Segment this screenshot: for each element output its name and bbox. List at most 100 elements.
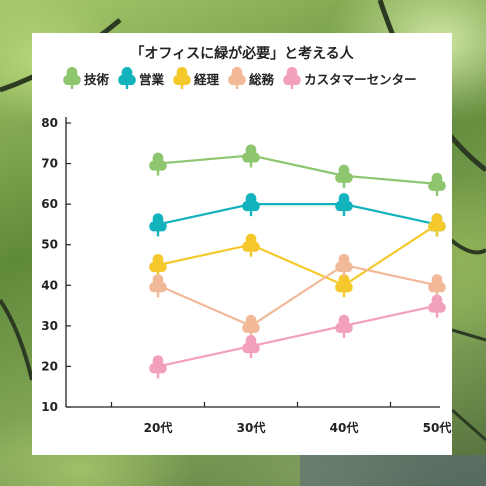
legend-label: 総務 — [249, 71, 275, 87]
series-line-2 — [157, 203, 438, 226]
data-point-tree-icon — [428, 274, 446, 298]
line-chart: 10 20 30 40 50 60 70 80 20代 30代 40代 50代 — [41, 116, 452, 435]
tree-icon — [63, 67, 81, 89]
y-tick-label: 30 — [41, 319, 58, 333]
data-point-tree-icon — [428, 172, 446, 196]
y-tick-label: 70 — [41, 157, 58, 171]
data-point-tree-icon — [149, 355, 167, 379]
legend-item-4: 総務 — [227, 67, 274, 89]
tree-crown — [118, 67, 136, 85]
tree-trunk — [156, 167, 160, 176]
legend-item-1: 技術 — [62, 67, 109, 89]
legend-label: カスタマーセンター — [304, 71, 417, 87]
data-point-tree-icon — [335, 254, 353, 277]
legend-item-5: カスタマーセンター — [282, 67, 417, 89]
tree-icon — [283, 67, 301, 89]
x-tick-label: 20代 — [144, 420, 173, 435]
series-line-4 — [157, 263, 438, 328]
tree-trunk — [249, 350, 253, 359]
legend-tree-icon — [118, 67, 136, 89]
tree-trunk — [342, 289, 346, 298]
series-line-5 — [157, 304, 438, 368]
data-point-tree-icon — [242, 193, 260, 217]
y-tick-label: 10 — [41, 400, 58, 414]
y-tick-label: 40 — [41, 278, 58, 292]
tree-crown — [242, 314, 260, 333]
tree-trunk — [156, 289, 160, 298]
data-point-tree-icon — [149, 254, 167, 277]
tree-trunk — [125, 82, 129, 89]
data-point-tree-icon — [335, 164, 353, 188]
series-line-3 — [157, 223, 438, 287]
x-tick-label: 50代 — [423, 420, 452, 435]
legend-tree-icon — [63, 67, 81, 89]
tree-crown — [63, 67, 81, 85]
x-tick-label: 30代 — [237, 420, 266, 435]
tree-trunk — [235, 82, 239, 89]
tree-trunk — [435, 289, 439, 298]
tree-trunk — [180, 82, 184, 89]
tree-trunk — [156, 370, 160, 379]
data-point-tree-icon — [335, 274, 353, 298]
data-point-tree-icon — [149, 152, 167, 176]
tree-crown — [428, 172, 446, 191]
tree-icon — [118, 67, 136, 89]
tree-crown — [149, 355, 167, 374]
tree-crown — [335, 314, 353, 333]
chart-title: 「オフィスに緑が必要」と考える人 — [130, 46, 354, 62]
tree-crown — [242, 233, 260, 252]
tree-crown — [428, 213, 446, 232]
tree-crown — [335, 254, 353, 272]
data-point-tree-icon — [335, 314, 353, 338]
data-point-tree-icon — [242, 314, 260, 338]
tree-crown — [335, 274, 353, 293]
tree-crown — [173, 67, 191, 85]
tree-trunk — [435, 187, 439, 196]
tree-crown — [228, 67, 246, 85]
tree-crown — [335, 193, 353, 212]
tree-trunk — [435, 228, 439, 237]
y-tick-label: 20 — [41, 359, 58, 373]
tree-icon — [228, 67, 246, 89]
tree-trunk — [249, 248, 253, 257]
tree-crown — [242, 193, 260, 212]
tree-trunk — [156, 269, 160, 277]
legend-item-3: 経理 — [172, 67, 219, 89]
tree-trunk — [249, 208, 253, 217]
tree-trunk — [290, 82, 294, 89]
tree-crown — [242, 144, 260, 163]
tree-trunk — [70, 82, 74, 89]
tree-trunk — [342, 269, 346, 277]
tree-crown — [335, 164, 353, 183]
tree-trunk — [249, 159, 253, 168]
series-line-1 — [157, 154, 438, 185]
data-point-tree-icon — [242, 233, 260, 257]
tree-crown — [242, 335, 260, 354]
chart-legend: 技術 営業 経理 総務 カスタマーセンター — [62, 67, 452, 89]
tree-crown — [283, 67, 301, 85]
legend-tree-icon — [283, 67, 301, 89]
tree-trunk — [435, 309, 439, 318]
data-point-tree-icon — [242, 144, 260, 168]
data-point-tree-icon — [149, 213, 167, 237]
y-tick-label: 50 — [41, 238, 58, 252]
tree-icon — [173, 67, 191, 89]
legend-item-2: 営業 — [117, 67, 164, 89]
data-point-tree-icon — [428, 213, 446, 237]
tree-crown — [428, 294, 446, 313]
legend-tree-icon — [173, 67, 191, 89]
tree-trunk — [342, 179, 346, 188]
tree-crown — [149, 152, 167, 171]
legend-tree-icon — [228, 67, 246, 89]
tree-trunk — [342, 208, 346, 217]
tree-trunk — [342, 329, 346, 338]
legend-label: 経理 — [194, 71, 220, 87]
tree-crown — [149, 274, 167, 293]
x-tick-label: 40代 — [330, 420, 359, 435]
legend-label: 営業 — [139, 71, 165, 87]
tree-trunk — [156, 228, 160, 237]
tree-trunk — [249, 329, 253, 338]
data-point-tree-icon — [335, 193, 353, 217]
data-point-tree-icon — [242, 335, 260, 359]
data-point-tree-icon — [149, 274, 167, 298]
